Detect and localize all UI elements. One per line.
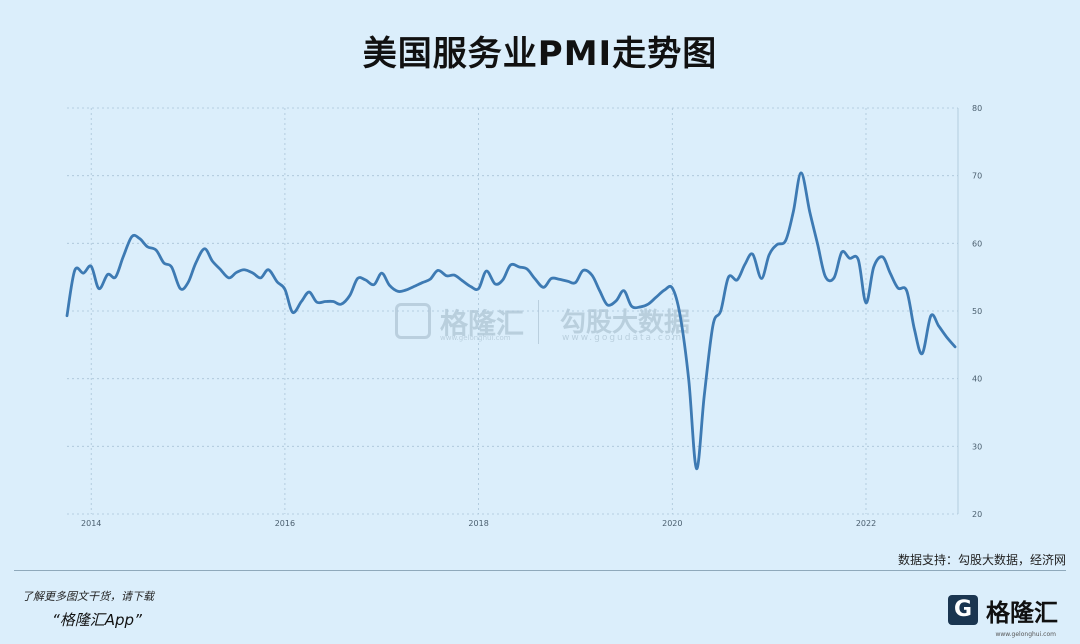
y-tick-label: 30 (972, 442, 982, 451)
y-tick-label: 70 (972, 172, 982, 181)
footer-logo-url: www.gelonghui.com (995, 631, 1056, 638)
chart-axes: 80 70 60 50 40 30 20 2014 2016 2018 2020 2022 (81, 104, 982, 528)
x-tick-label: 2022 (856, 519, 876, 528)
footer-logo-text: 格隆汇 (986, 598, 1058, 627)
watermark-gogudata-sub: www.gogudata.com (562, 333, 684, 343)
footer-logo[interactable]: G 格隆汇 (948, 590, 1058, 630)
x-tick-label: 2018 (468, 519, 488, 528)
watermark-gelonghui: 格隆汇 (440, 307, 525, 340)
pmi-line (65, 171, 957, 471)
gelonghui-logo-icon: G (948, 595, 978, 625)
x-tick-label: 2016 (275, 519, 295, 528)
y-tick-label: 40 (972, 375, 982, 384)
data-source: 数据支持：勾股大数据，经济网 (897, 553, 1066, 567)
chart-grid (67, 107, 958, 515)
watermark-logo-gelonghui (395, 303, 431, 339)
x-tick-label: 2014 (81, 519, 101, 528)
x-tick-label: 2020 (662, 519, 682, 528)
page-title: 美国服务业PMI走势图 (362, 34, 718, 74)
y-tick-label: 80 (972, 104, 982, 113)
footer-text: 了解更多图文干货，请下载 (22, 590, 154, 603)
watermark-divider (538, 300, 539, 344)
watermark-gogudata: 勾股大数据 (560, 308, 691, 338)
y-tick-label: 60 (972, 239, 982, 248)
footer-divider (14, 570, 1066, 571)
y-tick-label: 50 (972, 307, 982, 316)
watermark-gelonghui-sub: www.gelonghui.com (440, 334, 511, 342)
y-tick-label: 20 (972, 510, 982, 519)
footer-app-name: “格隆汇App” (52, 611, 142, 629)
